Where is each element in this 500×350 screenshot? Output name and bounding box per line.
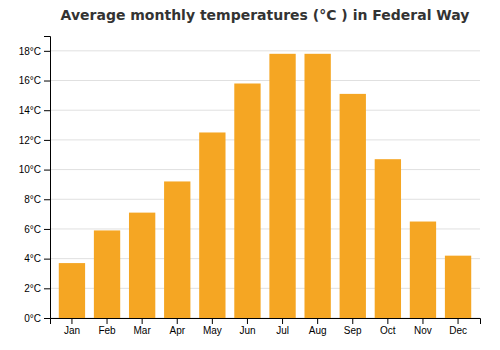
x-tick-mark [458, 318, 459, 324]
y-tick: 6°C [24, 224, 50, 235]
x-tick-label: Nov [414, 325, 432, 336]
y-tick-label: 18°C [19, 46, 41, 57]
y-tick-mark [44, 318, 50, 319]
y-tick: 18°C [19, 46, 50, 57]
x-tick-mark [352, 318, 353, 324]
y-tick-mark [44, 51, 50, 52]
y-tick-mark [44, 170, 50, 171]
x-tick-label: Mar [134, 325, 152, 336]
x-tick: Jul [276, 318, 289, 336]
y-tick-label: 10°C [19, 164, 41, 175]
x-tick: Oct [380, 318, 396, 336]
y-tick: 10°C [19, 164, 50, 175]
bar [304, 54, 330, 318]
grid-line [50, 110, 480, 111]
x-tick: Nov [414, 318, 432, 336]
x-tick: Dec [449, 318, 467, 336]
y-tick-mark [44, 81, 50, 82]
x-tick-mark [317, 318, 318, 324]
y-tick-label: 2°C [24, 283, 41, 294]
bar [375, 159, 401, 318]
bars [59, 54, 471, 318]
y-tick: 0°C [24, 313, 50, 324]
x-tick-mark [142, 318, 143, 324]
grid-line [50, 50, 480, 51]
y-tick-label: 12°C [19, 135, 41, 146]
y-tick-mark [44, 140, 50, 141]
bar [340, 94, 366, 318]
x-tick-label: Dec [449, 325, 467, 336]
bar [129, 213, 155, 318]
y-tick-label: 8°C [24, 194, 41, 205]
y-tick: 2°C [24, 283, 50, 294]
x-tick: Sep [344, 318, 362, 336]
y-axis: 0°C 2°C 4°C 6°C 8°C 10°C 12°C 14°C 16°C 18°C [19, 37, 51, 324]
chart-title: Average monthly temperatures (°C ) in Fe… [61, 7, 470, 23]
x-tick-label: Jul [276, 325, 289, 336]
x-tick-label: Jun [239, 325, 255, 336]
y-tick: 4°C [24, 253, 50, 264]
y-tick: 16°C [19, 75, 50, 86]
y-tick: 12°C [19, 135, 50, 146]
x-tick: Jun [239, 318, 255, 336]
grid-line [50, 139, 480, 140]
chart-container: Average monthly temperatures (°C ) in Fe… [0, 0, 500, 350]
x-tick: May [203, 318, 222, 336]
x-tick: Mar [134, 318, 152, 336]
chart-svg: Average monthly temperatures (°C ) in Fe… [0, 0, 500, 350]
y-tick: 8°C [24, 194, 50, 205]
y-tick: 14°C [19, 105, 50, 116]
x-tick: Feb [98, 318, 116, 336]
x-tick-mark [107, 318, 108, 324]
y-tick-label: 0°C [24, 313, 41, 324]
grid-line [50, 80, 480, 81]
x-tick-mark [282, 318, 283, 324]
x-tick-label: Oct [380, 325, 396, 336]
y-tick-label: 14°C [19, 105, 41, 116]
x-tick-mark [387, 318, 388, 324]
grid [50, 51, 480, 318]
bar [410, 222, 436, 318]
x-tick-mark [177, 318, 178, 324]
grid-line [50, 169, 480, 170]
bar [234, 83, 260, 318]
x-tick-mark [212, 318, 213, 324]
x-tick-label: Apr [169, 325, 185, 336]
bar [59, 263, 85, 318]
y-tick-mark [44, 259, 50, 260]
x-tick-label: Jan [64, 325, 80, 336]
bar [94, 230, 120, 318]
bar [199, 132, 225, 318]
x-tick: Aug [309, 318, 327, 336]
y-tick-label: 4°C [24, 253, 41, 264]
x-axis-line [51, 319, 481, 325]
x-tick-label: Aug [309, 325, 327, 336]
x-tick-label: May [203, 325, 222, 336]
y-tick-label: 6°C [24, 224, 41, 235]
y-tick-mark [44, 199, 50, 200]
grid-line [50, 199, 480, 200]
x-tick: Jan [64, 318, 80, 336]
x-tick-mark [247, 318, 248, 324]
x-axis: Jan Feb Mar Apr May Jun Jul Aug Sep Oct Nov Dec [51, 318, 481, 336]
x-tick-label: Feb [98, 325, 116, 336]
bar [164, 181, 190, 318]
bar [445, 256, 471, 318]
x-tick-mark [71, 318, 72, 324]
y-tick-mark [44, 229, 50, 230]
y-tick-mark [44, 110, 50, 111]
y-tick-label: 16°C [19, 75, 41, 86]
y-tick-mark [44, 288, 50, 289]
x-tick-label: Sep [344, 325, 362, 336]
x-tick-mark [422, 318, 423, 324]
y-axis-line [44, 37, 51, 319]
bar [269, 54, 295, 318]
x-tick: Apr [169, 318, 185, 336]
